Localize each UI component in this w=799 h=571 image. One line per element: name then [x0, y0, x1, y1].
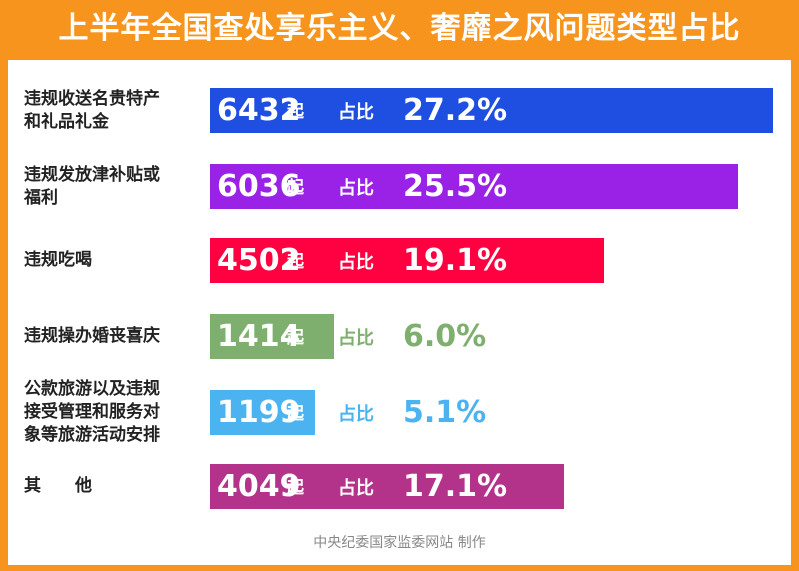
unit-label: 起	[287, 404, 304, 424]
category-label-line: 违规吃喝	[24, 250, 92, 270]
bar	[210, 464, 564, 509]
value-label: 6432	[217, 93, 301, 128]
bar	[210, 314, 334, 359]
value-label: 4502	[217, 243, 301, 278]
percent-label: 17.1%	[403, 469, 508, 504]
category-label: 违规吃喝	[24, 249, 204, 272]
category-label: 违规发放津补贴或 福利	[24, 164, 204, 210]
category-label: 违规收送名贵特产 和礼品礼金	[24, 88, 204, 134]
category-label-line: 和礼品礼金	[24, 111, 109, 132]
unit-label: 起	[287, 478, 304, 498]
chart-panel: 中央纪委国家监委网站 制作 违规收送名贵特产 和礼品礼金 6432 起占比 27.2% 违…	[8, 60, 791, 565]
category-label-line: 福利	[24, 187, 58, 208]
share-label: 占比	[338, 328, 374, 349]
category-label-line: 违规收送名贵特产	[24, 88, 160, 109]
percent-label: 19.1%	[403, 243, 508, 278]
category-label-line: 象等旅游活动安排	[24, 425, 160, 445]
value-label: 1414	[217, 319, 301, 354]
share-label: 占比	[338, 252, 374, 273]
bar	[210, 238, 604, 283]
bar	[210, 88, 773, 133]
percent-label: 6.0%	[403, 319, 487, 354]
value-label: 6036	[217, 169, 301, 204]
bar	[210, 390, 315, 435]
percent-label: 5.1%	[403, 395, 487, 430]
unit-label: 起	[287, 252, 304, 272]
value-label: 4049	[217, 469, 301, 504]
share-label: 占比	[338, 478, 374, 499]
unit-label: 起	[287, 102, 304, 122]
category-label-line: 接受管理和服务对	[24, 402, 160, 422]
category-label-line: 违规发放津补贴或	[24, 164, 160, 185]
share-label: 占比	[338, 178, 374, 199]
unit-label: 起	[287, 328, 304, 348]
share-label: 占比	[338, 102, 374, 123]
category-label-line: 违规操办婚丧喜庆	[24, 326, 160, 346]
unit-label: 起	[287, 178, 304, 198]
percent-label: 27.2%	[403, 93, 508, 128]
value-label: 1199	[217, 395, 301, 430]
category-label-line: 公款旅游以及违规	[24, 379, 160, 399]
category-label: 其 他	[24, 475, 204, 498]
category-label: 违规操办婚丧喜庆	[24, 325, 204, 348]
category-label: 公款旅游以及违规 接受管理和服务对 象等旅游活动安排	[24, 378, 204, 447]
category-label-line: 其 他	[24, 476, 92, 496]
footer-credit: 中央纪委国家监委网站 制作	[313, 535, 486, 551]
bar	[210, 164, 738, 209]
percent-label: 25.5%	[403, 169, 508, 204]
chart-title: 上半年全国查处享乐主义、奢靡之风问题类型占比	[58, 11, 741, 46]
share-label: 占比	[338, 404, 374, 425]
